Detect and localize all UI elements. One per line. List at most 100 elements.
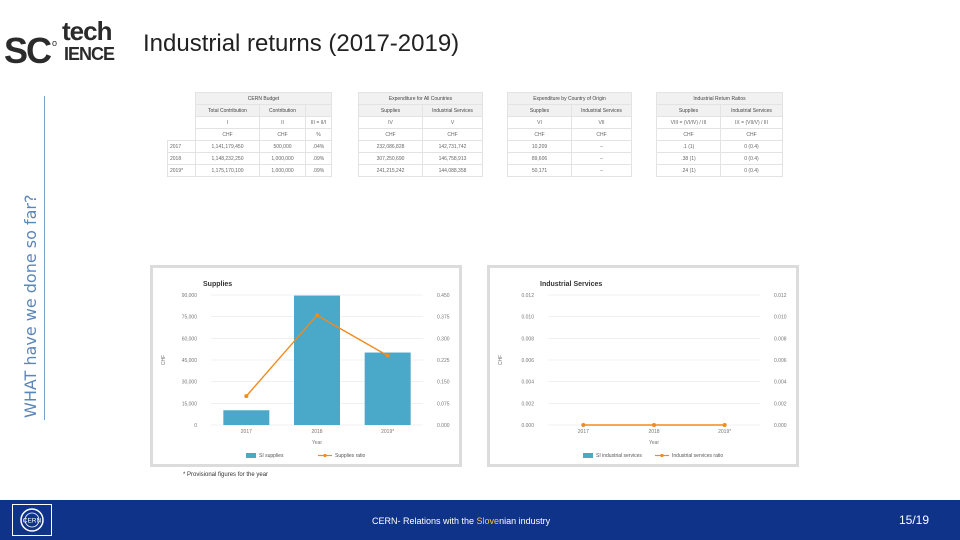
y2-tick-label: 0.004 bbox=[774, 380, 787, 386]
table-cell: 241,215,242 bbox=[358, 164, 423, 177]
y2-tick-label: 0.006 bbox=[774, 358, 787, 364]
legend-label: SI industrial services bbox=[596, 453, 642, 459]
cern-logo-text: CERN bbox=[23, 518, 42, 525]
col-head: Total Contribution bbox=[195, 104, 260, 117]
y2-tick-label: 0.150 bbox=[437, 380, 450, 386]
table-cell: 1,175,170,100 bbox=[195, 164, 260, 177]
legend-label: SI supplies bbox=[259, 453, 284, 459]
unit-cell: CHF bbox=[422, 128, 483, 141]
footer-text-part: nian industry bbox=[499, 516, 551, 526]
table-cell: .09% bbox=[305, 152, 332, 165]
x-tick-label: 2017 bbox=[241, 429, 252, 435]
supplies-chart-panel: Supplies 0 0.000 15,000 0.075 30,000 0.150 45,0… bbox=[150, 265, 462, 467]
y-tick-label: 0.008 bbox=[521, 336, 534, 342]
table-cell: – bbox=[571, 152, 632, 165]
chart-title: Industrial Services bbox=[540, 281, 602, 288]
table-row: .38 (1) 0 (0.4) bbox=[656, 152, 783, 165]
y-axis-label: CHF bbox=[161, 355, 167, 365]
table-row: .24 (1) 0 (0.4) bbox=[656, 164, 783, 177]
table-cell: 1,141,179,450 bbox=[195, 140, 260, 153]
table-title: Expenditure by Country of Origin bbox=[507, 92, 632, 105]
table-all-countries: Expenditure for All Countries Supplies In… bbox=[358, 92, 483, 177]
logo-tech: tech bbox=[62, 16, 112, 46]
chart-title: Supplies bbox=[203, 281, 232, 288]
table-cell: 500,000 bbox=[259, 140, 306, 153]
y-tick-label: 0.006 bbox=[521, 358, 534, 364]
ratio-point bbox=[652, 423, 656, 427]
table-cell: 0 (0.4) bbox=[720, 164, 783, 177]
footer-text-highlight: Slove bbox=[476, 516, 500, 526]
table-cell: .09% bbox=[305, 164, 332, 177]
logo-ience: IENCE bbox=[64, 44, 115, 64]
unit-cell: CHF bbox=[195, 128, 260, 141]
side-label: WHAT have we done so far? bbox=[21, 194, 40, 418]
x-tick-label: 2017 bbox=[578, 429, 589, 435]
y2-tick-label: 0.012 bbox=[774, 293, 787, 299]
col-head: Supplies bbox=[507, 104, 572, 117]
col-head: Supplies bbox=[656, 104, 721, 117]
col-head: Industrial Services bbox=[422, 104, 483, 117]
table-cell: 232,086,828 bbox=[358, 140, 423, 153]
unit-cell: CHF bbox=[656, 128, 721, 141]
table-cell: .24 (1) bbox=[656, 164, 721, 177]
ratio-point bbox=[581, 423, 586, 427]
scitech-logo: SC tech o IENCE bbox=[4, 14, 120, 71]
supplies-chart: Supplies 0 0.000 15,000 0.075 30,000 0.150 45,0… bbox=[153, 268, 459, 464]
table-return-ratios: Industrial Return Ratios Supplies Industr… bbox=[656, 92, 783, 177]
y2-tick-label: 0.075 bbox=[437, 401, 450, 407]
legend-swatch-point bbox=[660, 453, 664, 458]
roman-cell: VII bbox=[571, 116, 632, 129]
legend-swatch-bar bbox=[246, 453, 256, 458]
table-cell: 1,000,000 bbox=[259, 164, 306, 177]
table-cell: 307,250,690 bbox=[358, 152, 423, 165]
table-cell: 1,000,000 bbox=[259, 152, 306, 165]
y-tick-label: 15,000 bbox=[182, 401, 198, 407]
industrial-services-chart: Industrial Services 0.000 0.000 0.002 0.002 0… bbox=[490, 268, 796, 464]
y2-tick-label: 0.450 bbox=[437, 293, 450, 299]
logo-sc: SC bbox=[4, 30, 52, 71]
table-cell: 142,731,742 bbox=[422, 140, 483, 153]
table-cell: – bbox=[571, 140, 632, 153]
table-row: 2018 1,148,232,250 1,000,000.09% bbox=[167, 152, 332, 165]
table-row: 2017 1,141,179,450 500,000.04% bbox=[167, 140, 332, 153]
table-title: Expenditure for All Countries bbox=[358, 92, 483, 105]
y2-tick-label: 0.375 bbox=[437, 315, 450, 321]
x-tick-label: 2018 bbox=[311, 429, 322, 435]
y-tick-label: 0 bbox=[194, 423, 197, 429]
table-cell: 89,606 bbox=[507, 152, 572, 165]
chart-background bbox=[490, 268, 796, 464]
year-cell: 2017 bbox=[167, 140, 196, 153]
ratio-point bbox=[244, 394, 249, 399]
y-tick-label: 0.002 bbox=[521, 401, 534, 407]
footer-caption: CERN- Relations with the Slovenian indus… bbox=[372, 516, 550, 526]
table-title: CERN Budget bbox=[195, 92, 332, 105]
roman-cell: IX = (VII/V) / III bbox=[720, 116, 783, 129]
y-tick-label: 0.010 bbox=[521, 315, 534, 321]
bar bbox=[223, 410, 270, 425]
y-tick-label: 0.004 bbox=[521, 380, 534, 386]
y2-tick-label: 0.008 bbox=[774, 336, 787, 342]
y-tick-label: 45,000 bbox=[182, 358, 198, 364]
y2-tick-label: 0.002 bbox=[774, 401, 787, 407]
table-row: .1 (1) 0 (0.4) bbox=[656, 140, 783, 153]
roman-cell: I bbox=[195, 116, 260, 129]
footer-bar: CERN CERN- Relations with the Slovenian … bbox=[0, 500, 960, 540]
col-head: Supplies bbox=[358, 104, 423, 117]
roman-cell: IV bbox=[358, 116, 423, 129]
table-cell: 144,088,358 bbox=[422, 164, 483, 177]
roman-cell: VI bbox=[507, 116, 572, 129]
side-divider bbox=[44, 96, 45, 420]
col-head: Industrial Services bbox=[720, 104, 783, 117]
col-head: Industrial Services bbox=[571, 104, 632, 117]
table-row: 241,215,242 144,088,358 bbox=[358, 164, 483, 177]
page-number: 15/19 bbox=[899, 513, 930, 527]
roman-cell: V bbox=[422, 116, 483, 129]
table-cell: .04% bbox=[305, 140, 332, 153]
y-tick-label: 75,000 bbox=[182, 315, 198, 321]
cern-logo-icon: CERN bbox=[12, 504, 52, 536]
x-axis-label: Year bbox=[649, 440, 659, 446]
table-row: 2019* 1,175,170,100 1,000,000.09% bbox=[167, 164, 332, 177]
table-cern-budget: CERN Budget Total Contribution Contributi… bbox=[167, 92, 332, 177]
table-cell: 10,209 bbox=[507, 140, 572, 153]
